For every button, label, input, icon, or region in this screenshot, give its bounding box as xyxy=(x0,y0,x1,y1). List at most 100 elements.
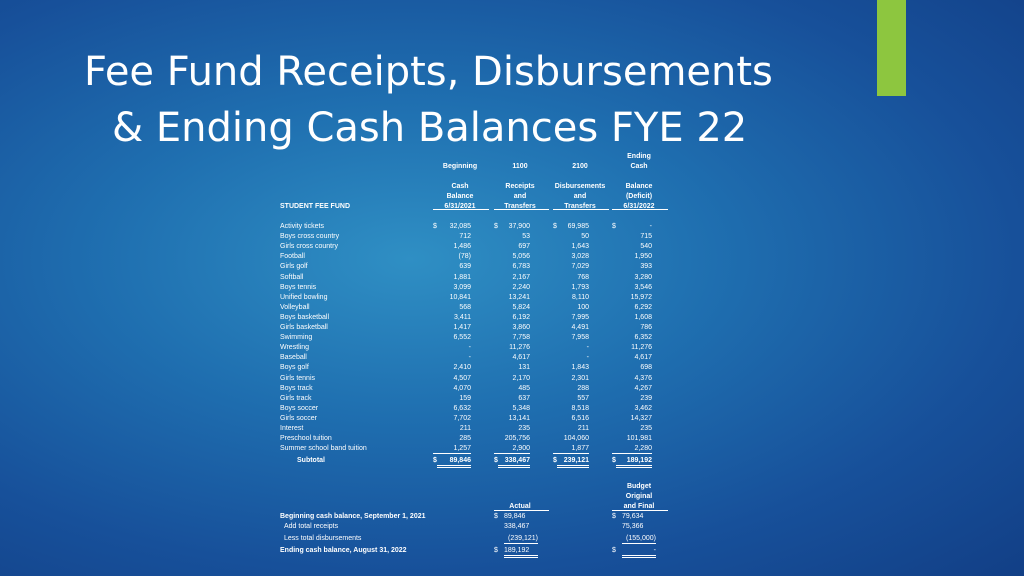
cell-dis: 1,643 xyxy=(571,243,589,251)
row-label: Boys tennis xyxy=(280,283,317,291)
summary-budget: (155,000) xyxy=(622,534,656,544)
row-label: Boys cross country xyxy=(280,233,340,241)
cell-dis: 50 xyxy=(581,233,589,241)
cell-dis: 768 xyxy=(577,273,589,281)
cell-dis: 211 xyxy=(577,425,589,432)
cell-rec: 7,758 xyxy=(512,334,530,342)
cell-beg: 1,881 xyxy=(453,273,471,281)
cell-dis: 69,985 xyxy=(567,223,589,230)
cell-beg: 1,486 xyxy=(453,243,471,251)
row-label: Swimming xyxy=(280,334,313,342)
cell-end: 4,267 xyxy=(634,384,652,392)
cell-rec: 6,192 xyxy=(512,313,530,321)
header-beginning: Balance xyxy=(446,193,474,200)
row-label: Interest xyxy=(280,425,304,432)
summary-actual: (239,121) xyxy=(504,534,538,544)
row-label: Boys golf xyxy=(280,364,309,372)
cell-dis: 7,029 xyxy=(571,263,589,271)
cell-beg: 32,085 xyxy=(449,223,471,230)
cell-rec: 2,167 xyxy=(512,273,530,281)
cell-end: 4,617 xyxy=(634,354,652,362)
cell-beg: 3,411 xyxy=(454,313,471,321)
cell-rec: 11,276 xyxy=(509,344,530,352)
currency-symbol: $ xyxy=(433,223,437,230)
summary-row-label: Ending cash balance, August 31, 2022 xyxy=(280,547,407,554)
cell-end: 3,462 xyxy=(634,404,652,412)
summary-row-label: Less total disbursements xyxy=(284,535,362,542)
row-label: Girls golf xyxy=(280,263,308,271)
cell-end: 3,280 xyxy=(634,273,652,281)
cell-dis: 1,843 xyxy=(571,364,589,372)
title-line-2: & Ending Cash Balances FYE 22 xyxy=(112,105,748,151)
cell-beg: 568 xyxy=(459,303,471,311)
cell-end: 2,280 xyxy=(612,444,652,455)
actual-header: Actual xyxy=(509,503,531,510)
header-underline-ending xyxy=(612,209,668,210)
row-label: Boys basketball xyxy=(280,313,330,321)
currency-symbol: $ xyxy=(494,223,498,230)
subtotal-beg: 89,846 xyxy=(437,456,471,468)
title-line-1: Fee Fund Receipts, Disbursements xyxy=(84,49,773,95)
header-disbursements: Disbursements xyxy=(554,183,606,190)
cell-end: 6,292 xyxy=(634,303,652,311)
cell-rec: 2,240 xyxy=(512,283,530,291)
cell-dis: 557 xyxy=(577,394,589,402)
budget-header: Budget xyxy=(626,483,652,490)
header-disbursements: 2100 xyxy=(572,163,588,170)
cell-rec: 637 xyxy=(518,394,530,402)
cell-beg: 4,507 xyxy=(453,374,471,382)
cell-dis: 100 xyxy=(577,303,589,311)
header-underline-beginning xyxy=(433,209,489,210)
cell-rec: 53 xyxy=(522,233,530,241)
cell-end: 15,972 xyxy=(630,293,652,301)
header-beginning: Cash xyxy=(451,183,469,190)
cell-rec: 4,617 xyxy=(512,354,530,362)
cell-dis: 288 xyxy=(577,384,589,392)
actual-underline xyxy=(494,510,549,511)
header-receipts: 1100 xyxy=(512,163,528,170)
row-label: Girls tennis xyxy=(280,374,316,382)
cell-beg: 159 xyxy=(459,394,471,402)
cell-dis: 6,516 xyxy=(571,414,589,422)
cell-rec: 2,900 xyxy=(494,444,530,455)
cell-end: 393 xyxy=(640,263,652,271)
cell-dis: 3,028 xyxy=(571,253,589,261)
cell-dis: 1,877 xyxy=(553,444,589,455)
row-label: Girls soccer xyxy=(280,414,317,422)
cell-end: 11,276 xyxy=(631,344,652,352)
row-label: Activity tickets xyxy=(280,223,324,230)
row-label: Girls cross country xyxy=(280,243,338,251)
row-label: Wrestling xyxy=(280,344,310,352)
row-label: Girls track xyxy=(280,394,312,402)
cell-beg: - xyxy=(468,354,471,362)
currency-symbol: $ xyxy=(494,457,498,464)
cell-beg: 2,410 xyxy=(453,364,471,372)
cell-rec: 2,170 xyxy=(512,374,530,382)
cell-beg: 7,702 xyxy=(453,414,471,422)
cell-end: 715 xyxy=(640,233,652,241)
cell-end: 239 xyxy=(640,394,652,402)
currency-symbol: $ xyxy=(433,457,437,464)
currency-symbol: $ xyxy=(612,457,616,464)
budget-header: and Final xyxy=(623,503,655,510)
summary-actual: 189,192 xyxy=(504,546,538,558)
cell-rec: 5,348 xyxy=(512,404,530,412)
summary-budget: - xyxy=(622,546,656,558)
cell-rec: 235 xyxy=(518,425,530,432)
header-disbursements: and xyxy=(573,193,587,200)
header-ending: 6/31/2022 xyxy=(623,203,655,210)
cell-rec: 37,900 xyxy=(508,223,530,230)
cell-beg: (78) xyxy=(458,253,471,261)
cell-end: 6,352 xyxy=(634,334,652,342)
cell-rec: 13,141 xyxy=(508,414,530,422)
budget-underline xyxy=(612,510,668,511)
cell-end: 1,608 xyxy=(634,313,652,321)
currency-symbol: $ xyxy=(494,513,498,520)
cell-beg: 639 xyxy=(459,263,471,271)
cell-dis: 8,110 xyxy=(572,293,589,301)
cell-end: 3,546 xyxy=(634,283,652,291)
cell-beg: 1,257 xyxy=(433,444,471,455)
summary-budget: 79,634 xyxy=(622,513,644,520)
cell-end: 235 xyxy=(640,425,652,432)
cell-dis: 2,301 xyxy=(571,374,589,382)
